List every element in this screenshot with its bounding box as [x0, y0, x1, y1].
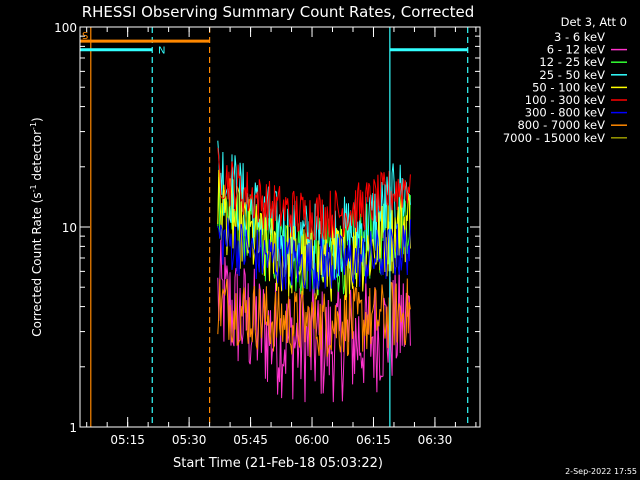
series-line: [217, 239, 411, 403]
x-tick-label: 06:00: [295, 433, 330, 447]
legend-header: Det 3, Att 0: [561, 15, 627, 29]
legend-entry-label: 300 - 800 keV: [525, 106, 605, 120]
chart-title: RHESSI Observing Summary Count Rates, Co…: [82, 3, 475, 21]
y-axis-label: Corrected Count Rate (s-1 detector-1): [29, 117, 44, 336]
segment-label-n: N: [158, 46, 165, 57]
series-line: [217, 147, 411, 241]
y-axis-label-sup1: -1: [29, 184, 38, 192]
legend-entry-label: 800 - 7000 keV: [517, 118, 605, 132]
y-axis-label-main: Corrected Count Rate (s: [30, 192, 44, 336]
y-axis-label-mid: detector: [30, 130, 44, 185]
legend-entry-label: 50 - 100 keV: [532, 80, 605, 94]
x-tick-label: 05:15: [110, 433, 145, 447]
y-axis-label-end: ): [30, 117, 44, 122]
x-tick-label: 06:15: [356, 433, 391, 447]
series-line: [217, 278, 411, 358]
x-tick-label: 05:30: [172, 433, 207, 447]
legend-entry-label: 7000 - 15000 keV: [503, 131, 605, 145]
date-stamp: 2-Sep-2022 17:55: [565, 467, 637, 476]
legend-entry-label: 12 - 25 keV: [539, 55, 605, 69]
y-tick-label: 100: [54, 21, 77, 35]
legend-entry-label: 6 - 12 keV: [547, 43, 605, 57]
plot-data-layer: [217, 140, 411, 403]
y-tick-label: 1: [69, 421, 77, 435]
segment-label-s: S: [82, 31, 88, 42]
y-axis-label-sup2: -1: [29, 122, 38, 130]
x-axis-label: Start Time (21-Feb-18 05:03:22): [173, 456, 383, 471]
legend-entry-label: 25 - 50 keV: [539, 68, 605, 82]
y-tick-label: 10: [62, 221, 77, 235]
legend-entry-label: 100 - 300 keV: [525, 93, 605, 107]
series-line: [217, 217, 411, 294]
x-tick-label: 05:45: [233, 433, 268, 447]
x-tick-label: 06:30: [418, 433, 453, 447]
legend-entry-label: 3 - 6 keV: [554, 30, 605, 44]
time-markers: SN: [80, 27, 469, 427]
axes-ticks: 05:15 05:30 05:45 06:00 06:15 06:30 1 10 100: [54, 21, 480, 447]
